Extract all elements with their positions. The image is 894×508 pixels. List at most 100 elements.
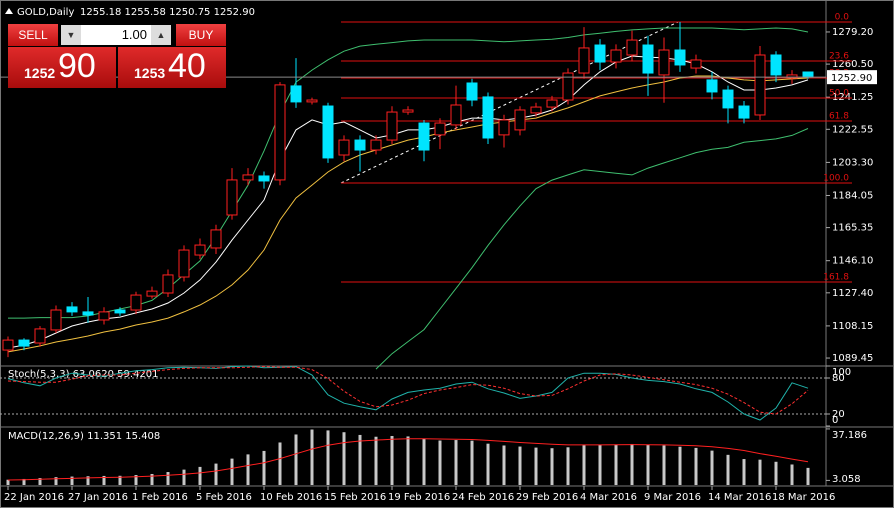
y-tick-label: 1222.55 [832, 124, 873, 135]
y-tick-label: 1127.40 [832, 288, 873, 299]
x-tick-label: 10 Feb 2016 [260, 492, 322, 503]
macd-title: MACD(12,26,9) 11.351 15.408 [8, 431, 160, 442]
x-tick-label: 22 Jan 2016 [4, 492, 64, 503]
x-tick-label: 18 Mar 2016 [772, 492, 835, 503]
fib-label: 100.0 [823, 174, 849, 184]
candle-body [434, 122, 446, 136]
macd-bar [758, 459, 762, 485]
macd-bar [790, 464, 794, 485]
bid-quote[interactable]: 1252 90 [8, 47, 116, 88]
x-tick-label: 24 Feb 2016 [452, 492, 514, 503]
y-tick-label: 1165.35 [832, 223, 873, 234]
macd-bar [22, 478, 26, 485]
collapse-arrow[interactable] [5, 8, 13, 14]
y-tick-label: 1203.30 [832, 157, 873, 168]
fib-label: 61.8 [829, 111, 849, 121]
macd-bar [326, 430, 330, 485]
y-tick-label: 1089.45 [832, 353, 873, 364]
x-tick-label: 27 Jan 2016 [68, 492, 128, 503]
candle-body [98, 311, 110, 321]
candle-body [162, 274, 174, 294]
candle-body [562, 72, 574, 101]
candle-body [290, 85, 302, 103]
candle-body [610, 49, 622, 63]
volume-up[interactable]: ▲ [151, 25, 171, 45]
candle-body [226, 179, 238, 216]
y-tick-label: 1108.15 [832, 321, 873, 332]
macd-bar [6, 479, 10, 485]
candle-body [498, 119, 510, 136]
candle-body [274, 84, 286, 181]
candle-body [514, 109, 526, 131]
candle-body [386, 111, 398, 141]
chart-title: GOLD,Daily [17, 7, 74, 18]
candle-body [770, 54, 782, 76]
macd-bar [598, 444, 602, 485]
macd-bar [118, 475, 122, 485]
candle-body [690, 59, 702, 69]
macd-bar [742, 459, 746, 485]
ohlc-label: 1255.18 1255.58 1250.75 1252.90 [80, 7, 255, 18]
candle-body [626, 39, 638, 56]
macd-bar [774, 461, 778, 485]
macd-bar [294, 434, 298, 485]
macd-bar [502, 445, 506, 485]
macd-bar [518, 446, 522, 485]
candle-body [18, 339, 30, 347]
last-price-box [827, 70, 877, 85]
candle-body [594, 44, 606, 63]
candle-body [210, 229, 222, 249]
candle-body [754, 54, 766, 116]
candle-body [2, 339, 14, 351]
y-tick-label: 0 [832, 415, 838, 426]
sell-button[interactable]: SELL [8, 24, 58, 46]
candle-body [674, 49, 686, 66]
y-tick-label: 1260.50 [832, 59, 873, 70]
candle-body [482, 96, 494, 139]
x-tick-label: 15 Feb 2016 [324, 492, 386, 503]
macd-bar [662, 445, 666, 485]
candle-body [418, 122, 430, 151]
macd-bar [246, 454, 250, 485]
macd-bar [726, 454, 730, 485]
bid-big: 1252 [24, 65, 56, 81]
candle-body [66, 306, 78, 313]
candle-body [50, 309, 62, 331]
last-price-label: 1252.90 [831, 73, 872, 84]
fib-label: 23.6 [829, 52, 849, 62]
macd-bar [470, 440, 474, 485]
ask-quote[interactable]: 1253 40 [118, 47, 226, 88]
y-tick-label: 1279.20 [832, 27, 873, 38]
candle-body [194, 244, 206, 256]
y-tick-label: 80 [832, 373, 845, 384]
macd-bar [406, 436, 410, 485]
trend-line [340, 21, 679, 184]
macd-bar [102, 475, 106, 485]
x-tick-label: 1 Feb 2016 [132, 492, 188, 503]
x-tick-label: 5 Feb 2016 [196, 492, 252, 503]
macd-bar [198, 466, 202, 485]
macd-bar [630, 443, 634, 485]
candle-body [738, 105, 750, 119]
macd-bar [262, 450, 266, 485]
macd-bar [678, 446, 682, 485]
x-tick-label: 19 Feb 2016 [388, 492, 450, 503]
stoch-line [7, 366, 809, 415]
macd-bar [310, 429, 314, 485]
volume-input[interactable]: 1.00 [81, 25, 151, 45]
candle-body [242, 174, 254, 181]
x-tick-label: 4 Mar 2016 [580, 492, 637, 503]
candle-body [82, 311, 94, 316]
candle-body [722, 89, 734, 109]
macd-bar [278, 442, 282, 485]
candle-body [466, 82, 478, 101]
macd-bar [358, 434, 362, 485]
macd-bar [70, 476, 74, 485]
volume-down[interactable]: ▼ [61, 25, 81, 45]
macd-bar [214, 463, 218, 485]
macd-bar [694, 447, 698, 485]
indicator-line [375, 128, 809, 370]
buy-button[interactable]: BUY [176, 24, 226, 46]
candle-body [130, 294, 142, 311]
